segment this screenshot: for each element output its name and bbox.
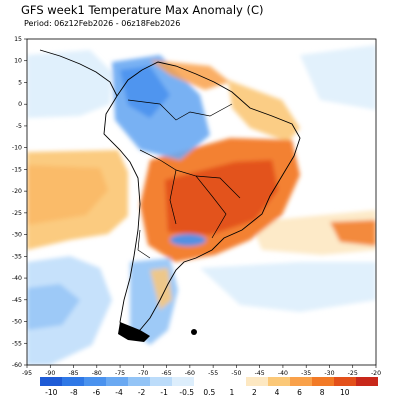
- colorbar-swatch: [290, 377, 312, 386]
- colorbar-swatch: [312, 377, 334, 386]
- colorbar-swatch: [356, 377, 378, 386]
- colorbar-swatch: [268, 377, 290, 386]
- lat-tick-label: -10: [12, 145, 22, 152]
- falkland-islands: [191, 329, 197, 335]
- lon-tick-label: -40: [278, 370, 288, 377]
- tierra-del-fuego: [118, 322, 150, 342]
- lat-tick-label: -55: [12, 340, 22, 347]
- south-pacific-cool-core: [27, 284, 80, 330]
- colorbar-swatch: [106, 377, 128, 386]
- colorbar-swatch: [128, 377, 150, 386]
- colorbar-label: -2: [138, 388, 146, 397]
- lon-tick-label: -50: [231, 370, 241, 377]
- colorbar-swatch: [62, 377, 84, 386]
- eastern-pacific-cool-anomaly: [27, 50, 112, 118]
- lon-tick-label: -95: [22, 370, 32, 377]
- lon-tick-label: -75: [115, 370, 125, 377]
- colorbar-label: 10: [340, 388, 350, 397]
- venezuela-warm-anomaly: [150, 60, 230, 90]
- colorbar-label: 2: [252, 388, 257, 397]
- south-america-outline: [103, 61, 301, 335]
- country-borders: [127, 99, 241, 259]
- south-atlantic-cool-anomaly: [200, 262, 376, 312]
- colorbar-label: -8: [70, 388, 78, 397]
- lat-tick-label: -30: [12, 232, 22, 239]
- lat-tick-label: 15: [14, 36, 22, 43]
- lat-tick-label: -15: [12, 166, 22, 173]
- colorbar-label: 8: [320, 388, 325, 397]
- colorbar-label: 4: [275, 388, 280, 397]
- lat-tick-label: -20: [12, 188, 22, 195]
- colorbar-swatch: [334, 377, 356, 386]
- patagonia-warm-patch: [150, 268, 172, 310]
- axis-ticks: -95 -90 -85 -80 -75 -70 -65 -60 -55 -50 -45 -40 -35-…: [12, 36, 381, 377]
- colorbar-swatch: [150, 377, 172, 386]
- lon-tick-label: -65: [162, 370, 172, 377]
- lat-tick-label: -50: [12, 319, 22, 326]
- lat-tick-label: -45: [12, 297, 22, 304]
- colorbar-label: 0.5: [203, 388, 215, 397]
- colorbar-swatch: [40, 377, 62, 386]
- lat-tick-label: 5: [18, 79, 22, 86]
- colorbar-label: -10: [45, 388, 57, 397]
- colorbar-label: -6: [93, 388, 101, 397]
- colorbar-swatch: [172, 377, 194, 386]
- lon-tick-label: -90: [45, 370, 55, 377]
- atlantic-warm-anomaly: [250, 210, 376, 255]
- colorbar-swatch: [246, 377, 268, 386]
- lon-tick-label: -55: [208, 370, 218, 377]
- colorbar-swatch: [84, 377, 106, 386]
- lat-tick-label: -60: [12, 362, 22, 369]
- north-atlantic-cool-anomaly: [300, 45, 376, 110]
- lat-tick-label: -25: [12, 210, 22, 217]
- colorbar-label: -1: [160, 388, 168, 397]
- map-frame: [26, 38, 377, 366]
- lat-tick-label: -5: [16, 123, 22, 130]
- atlantic-warm-core: [330, 220, 376, 246]
- central-america-outline: [39, 49, 118, 97]
- lat-tick-label: 10: [14, 58, 22, 65]
- lon-tick-label: -20: [371, 370, 381, 377]
- colombia-cool-core: [120, 66, 170, 118]
- colorbar-label: 1: [229, 388, 234, 397]
- lon-tick-label: -70: [138, 370, 148, 377]
- colorbar-label: -4: [115, 388, 123, 397]
- anomaly-field: [27, 45, 376, 365]
- lon-tick-label: -80: [92, 370, 102, 377]
- ne-brazil-warm-anomaly: [228, 80, 300, 142]
- period-label: Period: 06z12Feb2026 - 06z18Feb2026: [24, 19, 181, 28]
- lon-tick-label: -30: [324, 370, 334, 377]
- lat-tick-label: 0: [18, 101, 22, 108]
- colorbar-label: 6: [297, 388, 302, 397]
- lon-tick-label: -85: [68, 370, 78, 377]
- colorbar-label: -0.5: [179, 388, 194, 397]
- central-sa-warm-core: [165, 160, 278, 235]
- lon-tick-label: -60: [185, 370, 195, 377]
- lat-tick-label: -35: [12, 253, 22, 260]
- lon-tick-label: -25: [348, 370, 358, 377]
- la-plata-cool-pocket: [170, 234, 206, 246]
- colorbar: -10 -8 -6 -4 -2 -1 -0.5 0.5 1 2 4 6 8 10: [40, 377, 378, 397]
- lon-tick-label: -45: [255, 370, 265, 377]
- pacific-warm-core: [27, 165, 108, 225]
- map-title: GFS week1 Temperature Max Anomaly (C): [21, 3, 264, 17]
- lon-tick-label: -35: [301, 370, 311, 377]
- lat-tick-label: -40: [12, 275, 22, 282]
